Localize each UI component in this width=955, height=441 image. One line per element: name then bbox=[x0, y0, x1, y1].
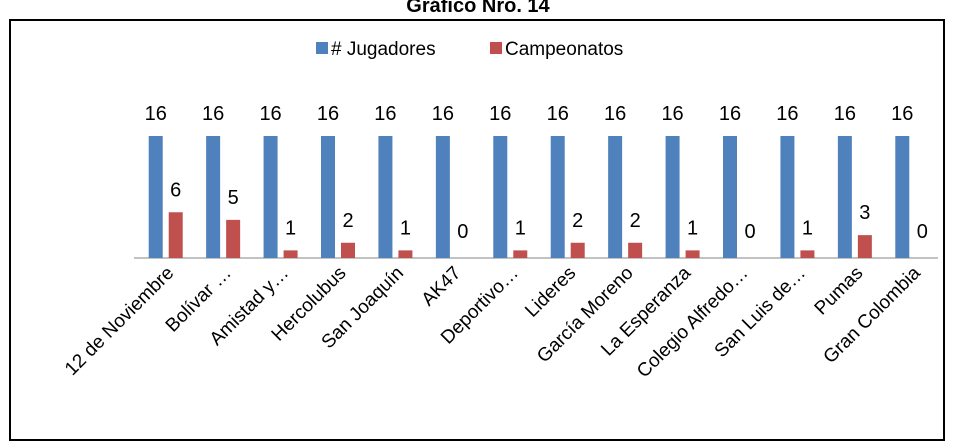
legend-swatch bbox=[490, 42, 502, 54]
bar bbox=[226, 219, 241, 258]
data-label: 16 bbox=[776, 103, 798, 125]
bar bbox=[493, 136, 508, 258]
data-label: 16 bbox=[489, 103, 511, 125]
bar bbox=[895, 136, 910, 258]
data-label: 16 bbox=[891, 103, 913, 125]
data-label: 16 bbox=[374, 103, 396, 125]
bar bbox=[398, 250, 413, 258]
data-label: 16 bbox=[547, 103, 569, 125]
bar bbox=[263, 136, 278, 258]
bar bbox=[780, 136, 795, 258]
bar bbox=[837, 136, 852, 258]
bar bbox=[800, 250, 815, 258]
bar bbox=[341, 242, 355, 258]
data-label: 0 bbox=[744, 221, 755, 243]
data-label: 16 bbox=[259, 103, 281, 125]
data-label: 2 bbox=[572, 210, 583, 232]
bar bbox=[665, 136, 680, 258]
legend-swatch bbox=[316, 42, 328, 54]
bar bbox=[378, 136, 393, 258]
bar bbox=[628, 242, 643, 258]
data-label: 0 bbox=[917, 221, 928, 243]
data-label: 1 bbox=[400, 217, 411, 239]
bar bbox=[321, 136, 335, 258]
data-label: 16 bbox=[604, 103, 626, 125]
bar bbox=[723, 136, 737, 258]
data-label: 16 bbox=[719, 103, 741, 125]
legend-label: # Jugadores bbox=[331, 39, 436, 60]
data-label: 1 bbox=[687, 217, 698, 239]
data-label: 3 bbox=[859, 202, 870, 224]
bar bbox=[148, 136, 163, 258]
data-label: 0 bbox=[457, 221, 468, 243]
data-label: 16 bbox=[432, 103, 454, 125]
legend-label: Campeonatos bbox=[505, 39, 623, 60]
data-label: 16 bbox=[145, 103, 167, 125]
chart-title: Gráfico Nro. 14 bbox=[406, 0, 550, 17]
data-label: 16 bbox=[317, 103, 339, 125]
data-label: 6 bbox=[170, 179, 181, 201]
bar bbox=[685, 250, 700, 258]
bar bbox=[513, 250, 528, 258]
bar bbox=[283, 250, 298, 258]
data-label: 2 bbox=[342, 210, 353, 232]
bar bbox=[608, 136, 623, 258]
bar bbox=[550, 136, 565, 258]
data-label: 1 bbox=[285, 217, 296, 239]
bar bbox=[857, 235, 872, 258]
data-label: 1 bbox=[515, 217, 526, 239]
bar bbox=[168, 212, 183, 258]
data-label: 16 bbox=[661, 103, 683, 125]
data-label: 2 bbox=[630, 210, 641, 232]
title-bg bbox=[330, 0, 630, 19]
data-label: 5 bbox=[228, 187, 239, 209]
bar bbox=[435, 136, 450, 258]
data-label: 16 bbox=[202, 103, 224, 125]
data-label: 1 bbox=[802, 217, 813, 239]
bar bbox=[206, 136, 221, 258]
data-label: 16 bbox=[834, 103, 856, 125]
bar bbox=[570, 242, 585, 258]
